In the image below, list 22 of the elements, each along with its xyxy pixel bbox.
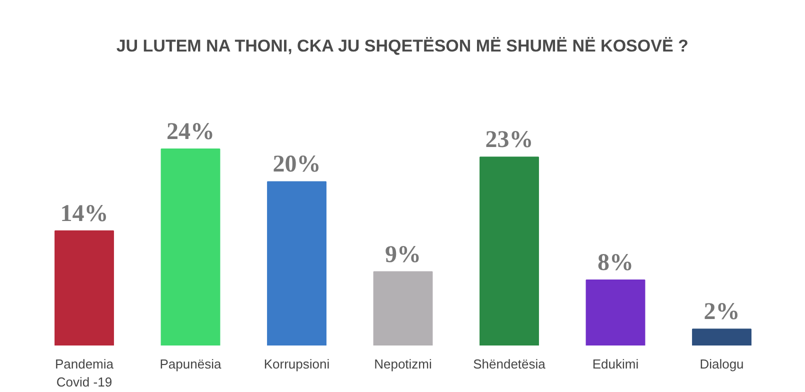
x-tick-label: Papunësia <box>160 356 222 372</box>
data-label: 9% <box>385 242 421 268</box>
x-tick-label: Nepotizmi <box>374 356 432 372</box>
data-label: 24% <box>166 118 214 145</box>
x-tick-label: Edukimi <box>592 356 639 372</box>
data-label: 20% <box>272 152 321 178</box>
data-label: 8% <box>598 250 634 276</box>
bar <box>480 156 539 346</box>
data-label: 2% <box>704 299 740 326</box>
bar <box>586 279 646 346</box>
bar <box>373 271 433 346</box>
chart-title: JU LUTEM NA THONI, CKA JU SHQETËSON MË SHUMË NË KOSOVË ? <box>116 36 688 56</box>
bar <box>160 148 220 346</box>
data-label: 14% <box>60 200 108 227</box>
x-tick-label: Shëndetësia <box>473 356 546 372</box>
bar <box>54 230 114 346</box>
x-tick-label: Korrupsioni <box>264 356 330 372</box>
data-label: 23% <box>485 127 534 154</box>
bar <box>692 328 752 346</box>
x-tick-label: Dialogu <box>700 356 744 372</box>
bar <box>267 181 326 346</box>
x-tick-label: Pandemia Covid -19 <box>54 356 114 390</box>
